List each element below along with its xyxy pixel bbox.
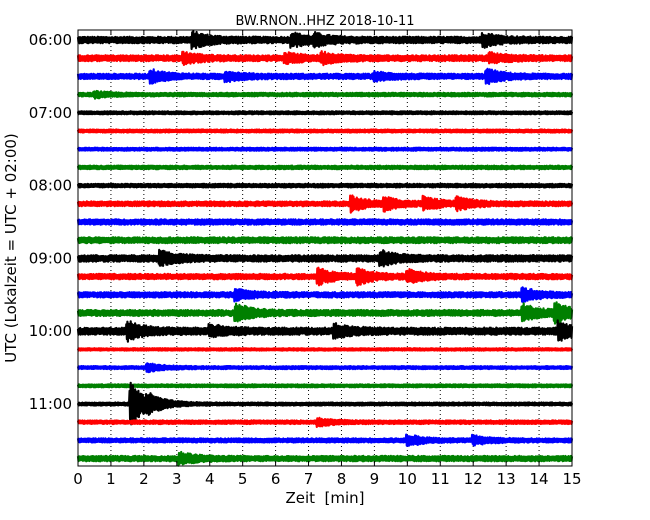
- trace-line: [76, 236, 574, 245]
- x-tick-label: 5: [238, 470, 248, 488]
- x-tick-label: 12: [464, 470, 483, 488]
- trace-line: [76, 218, 574, 226]
- y-tick-label: 10:00: [29, 322, 72, 340]
- trace-line: [76, 450, 574, 467]
- y-tick-label: 06:00: [29, 31, 72, 49]
- x-tick-label: 1: [106, 470, 116, 488]
- x-tick-label: 14: [530, 470, 549, 488]
- trace-line: [76, 301, 574, 325]
- trace-line: [76, 266, 574, 287]
- trace-line: [76, 416, 574, 428]
- y-tick-label: 09:00: [29, 249, 72, 267]
- y-axis: 06:00 07:00 08:00 09:00 10:00 11:00: [29, 31, 572, 413]
- trace-line: [76, 194, 574, 214]
- y-tick-label: 11:00: [29, 395, 72, 413]
- trace-line: [76, 50, 574, 67]
- trace-line: [76, 347, 574, 352]
- y-tick-label: 08:00: [29, 177, 72, 195]
- x-tick-label: 9: [370, 470, 380, 488]
- trace-line: [76, 383, 574, 389]
- x-axis-label: Zeit [min]: [285, 489, 364, 507]
- trace-line: [76, 286, 574, 304]
- x-tick-label: 8: [337, 470, 347, 488]
- y-axis-label: UTC (Lokalzeit = UTC + 02:00): [2, 133, 20, 363]
- trace-line: [76, 433, 574, 447]
- x-tick-label: 6: [271, 470, 281, 488]
- x-axis: 0 1 2 3 4 5 6 7 8 9 10 11 12 13 14 15: [73, 30, 582, 488]
- x-tick-label: 13: [497, 470, 516, 488]
- trace-line: [76, 362, 574, 374]
- trace-line: [76, 67, 574, 86]
- trace-line: [76, 89, 574, 100]
- x-tick-label: 3: [172, 470, 182, 488]
- grid: [110, 30, 540, 466]
- plot-frame: [77, 29, 573, 467]
- x-tick-label: 10: [398, 470, 417, 488]
- x-tick-label: 4: [205, 470, 215, 488]
- trace-line: [76, 146, 574, 152]
- x-tick-label: 15: [562, 470, 581, 488]
- x-tick-label: 2: [139, 470, 149, 488]
- x-tick-label: 0: [73, 470, 83, 488]
- x-tick-label: 7: [304, 470, 314, 488]
- traces: [76, 30, 574, 467]
- trace-line: [76, 110, 574, 116]
- trace-line: [76, 381, 574, 426]
- chart-title: BW.RNON..HHZ 2018-10-11: [235, 14, 414, 29]
- trace-line: [76, 128, 574, 134]
- trace-line: [76, 248, 574, 268]
- trace-line: [76, 164, 574, 171]
- y-tick-label: 07:00: [29, 104, 72, 122]
- trace-line: [76, 319, 574, 343]
- x-tick-label: 11: [431, 470, 450, 488]
- trace-line: [76, 182, 574, 189]
- trace-line: [76, 30, 574, 51]
